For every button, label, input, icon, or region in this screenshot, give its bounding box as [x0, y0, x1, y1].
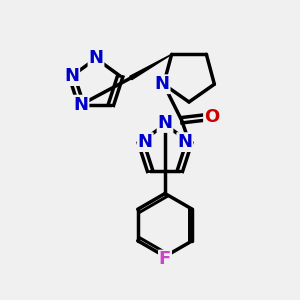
Text: N: N	[88, 50, 104, 68]
Text: O: O	[204, 108, 219, 126]
Polygon shape	[130, 54, 172, 80]
Text: N: N	[158, 114, 172, 132]
Text: N: N	[177, 133, 192, 151]
Text: N: N	[64, 67, 79, 85]
Text: N: N	[138, 133, 153, 151]
Text: F: F	[159, 250, 171, 268]
Text: N: N	[154, 75, 169, 93]
Text: N: N	[74, 96, 88, 114]
